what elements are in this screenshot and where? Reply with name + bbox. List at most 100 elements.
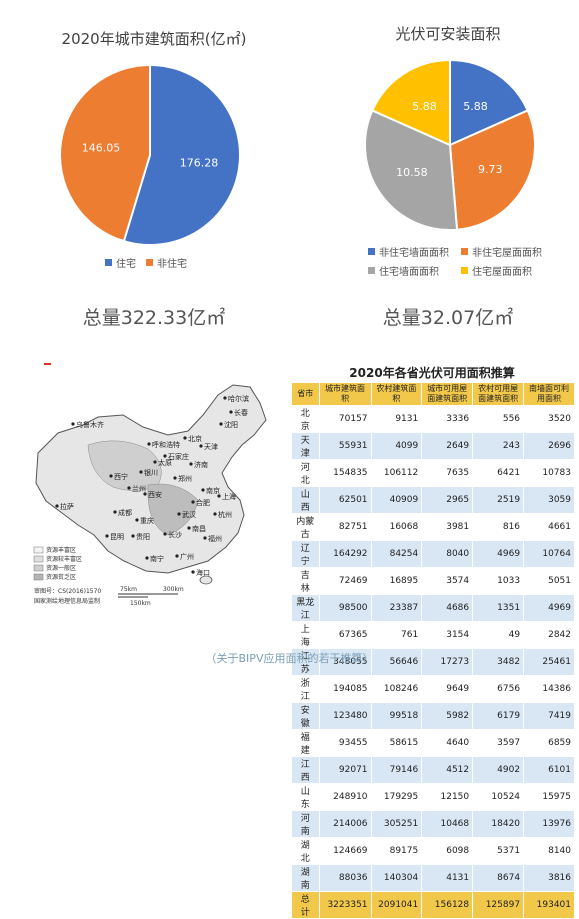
table-cell-value: 5051 — [523, 567, 575, 595]
chart2-slice-2 — [364, 109, 459, 231]
map-scale-bar: 75km 300km 150km — [118, 586, 184, 607]
table-cell-value: 16068 — [370, 513, 423, 541]
table-cell-value: 67365 — [318, 621, 372, 649]
table-cell-value: 12150 — [421, 783, 474, 811]
table-cell-value: 2649 — [421, 432, 474, 460]
table-row: 江 西 92071 79146 4512 4902 6101 — [291, 756, 575, 784]
table-cell-value: 164292 — [318, 540, 372, 568]
chart2-total: 总量32.07亿㎡ — [382, 307, 514, 329]
table-cell-value: 4131 — [421, 864, 474, 892]
table-cell-value: 10524 — [472, 783, 525, 811]
table-cell-value: 193401 — [523, 891, 575, 919]
chart1-total: 总量322.33亿㎡ — [82, 307, 226, 329]
chart1-slice-0 — [122, 63, 241, 246]
table-cell-value: 56646 — [370, 648, 423, 676]
table-cell-value: 58615 — [370, 729, 423, 757]
table-cell-province: 江 苏 — [291, 648, 320, 676]
table-cell-value: 55931 — [318, 432, 372, 460]
table-cell-value: 13976 — [523, 810, 575, 838]
map-city-marker — [113, 510, 117, 514]
table-cell-value: 3981 — [421, 513, 474, 541]
map-legend-label-1: 资源丰富区 — [46, 546, 76, 554]
chart2-slice-3 — [371, 58, 451, 147]
map-city-label: 哈尔滨 — [228, 394, 249, 403]
table-cell-value: 816 — [472, 513, 525, 541]
legend-swatch-nonres-wall — [368, 248, 375, 255]
table-row: 北 京 70157 9131 3336 556 3520 — [291, 405, 575, 433]
table-cell-value: 3336 — [421, 405, 474, 433]
map-city-label: 武汉 — [182, 510, 196, 519]
map-city-label: 贵阳 — [136, 532, 150, 541]
map-city-label: 郑州 — [178, 475, 192, 483]
map-city-label: 济南 — [194, 460, 208, 469]
table-cell-value: 25461 — [523, 648, 575, 676]
chart1-slice-label-0: 176.28 — [180, 156, 219, 169]
table-total-row: 总 计 3223351 2091041 156128 125897 193401 — [291, 891, 575, 919]
table-cell-value: 125897 — [472, 891, 525, 919]
map-city-marker — [127, 486, 131, 490]
table-cell-province: 北 京 — [291, 405, 320, 433]
table-cell-value: 6421 — [472, 459, 525, 487]
chart2-slice-label-3: 5.88 — [412, 100, 437, 113]
table-cell-value: 156128 — [421, 891, 474, 919]
table-cell-value: 8040 — [421, 540, 474, 568]
table-cell-value: 2519 — [472, 486, 525, 514]
table-header-cell: 省市 — [291, 382, 320, 406]
map-city-marker — [203, 536, 207, 540]
legend-label-res-roof: 住宅屋面面积 — [472, 267, 532, 278]
chart1-legend: 住宅 非住宅 — [105, 255, 187, 270]
table-cell-province: 总 计 — [291, 891, 320, 919]
table-cell-value: 14386 — [523, 675, 575, 703]
map-city-marker — [163, 532, 167, 536]
map-agency: 国家测绘地理信息局监制 — [34, 597, 100, 605]
table-cell-value: 3482 — [472, 648, 525, 676]
map-city-label: 西宁 — [114, 472, 128, 481]
table-cell-value: 305251 — [370, 810, 423, 838]
table-cell-value: 1033 — [472, 567, 525, 595]
table-cell-value: 4969 — [472, 540, 525, 568]
map-city-label: 上海 — [222, 492, 236, 501]
map-city-marker — [175, 554, 179, 558]
chart2-slice-1 — [448, 109, 536, 231]
table-cell-value: 16895 — [370, 567, 423, 595]
chart2-slice-label-2: 10.58 — [396, 166, 428, 179]
map-city-label: 长沙 — [168, 530, 182, 539]
legend-label-nonres-roof: 非住宅屋面面积 — [472, 248, 542, 259]
table-cell-value: 8140 — [523, 837, 575, 865]
caption: （关于BIPV应用面积的若干推算） — [205, 652, 374, 665]
map-city-label: 银川 — [144, 468, 158, 477]
table-cell-value: 3520 — [523, 405, 575, 433]
table-cell-value: 7419 — [523, 702, 575, 730]
chart1-slice-label-1: 146.05 — [82, 142, 121, 155]
map-city-marker — [217, 494, 221, 498]
table-cell-province: 上 海 — [291, 621, 320, 649]
legend-swatch-res-wall — [368, 267, 375, 274]
table-cell-value: 79146 — [370, 756, 423, 784]
table-cell-value: 70157 — [318, 405, 372, 433]
legend-swatch-residential — [105, 259, 112, 266]
table-cell-value: 2696 — [523, 432, 575, 460]
chart2-slice-0 — [449, 58, 529, 147]
table-cell-value: 1351 — [472, 594, 525, 622]
table-row: 河 南 214006 305251 10468 18420 13976 — [291, 810, 575, 838]
map-city-marker — [71, 422, 75, 426]
table-cell-province: 浙 江 — [291, 675, 320, 703]
table-cell-value: 4661 — [523, 513, 575, 541]
map-city-label: 昆明 — [110, 533, 124, 541]
chart1-pie: 176.28 146.05 — [59, 63, 241, 246]
table-cell-value: 6179 — [472, 702, 525, 730]
table-cell-value: 3154 — [421, 621, 474, 649]
map-city-label: 西安 — [148, 490, 162, 499]
table-cell-value: 140304 — [370, 864, 423, 892]
table-header-cell: 城市可用屋面建筑面积 — [421, 382, 474, 406]
table-cell-province: 江 西 — [291, 756, 320, 784]
table-cell-province: 福 建 — [291, 729, 320, 757]
map-city-label: 南京 — [206, 486, 220, 495]
map-legend-label-3: 资源一般区 — [46, 564, 76, 572]
table-cell-value: 49 — [472, 621, 525, 649]
map-city-label: 长春 — [234, 408, 248, 417]
table-cell-value: 348055 — [318, 648, 372, 676]
table-row: 山 西 62501 40909 2965 2519 3059 — [291, 486, 575, 514]
table-cell-value: 93455 — [318, 729, 372, 757]
